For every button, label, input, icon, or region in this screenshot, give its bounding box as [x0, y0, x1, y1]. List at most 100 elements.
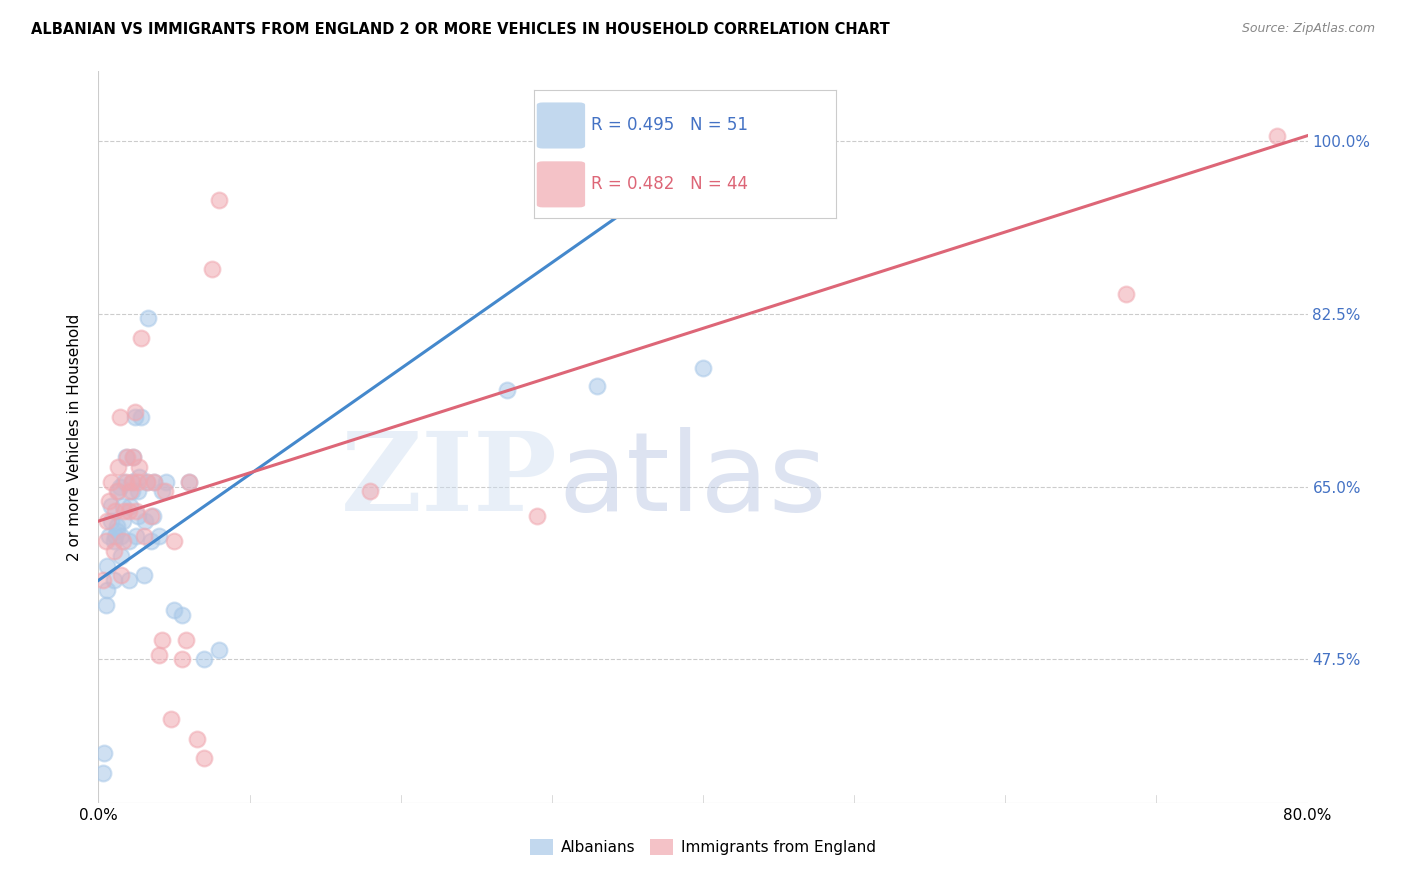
Text: Source: ZipAtlas.com: Source: ZipAtlas.com — [1241, 22, 1375, 36]
Point — [96, 514, 118, 528]
Point — [112, 504, 135, 518]
Point — [112, 475, 135, 489]
Point — [103, 533, 125, 548]
Point — [135, 475, 157, 489]
Point — [122, 450, 145, 464]
Point — [121, 475, 143, 489]
Point — [153, 484, 176, 499]
Point — [128, 469, 150, 483]
Point — [118, 574, 141, 588]
Point — [160, 712, 183, 726]
Point — [163, 603, 186, 617]
Point — [111, 533, 134, 548]
Point — [124, 405, 146, 419]
Point — [148, 648, 170, 662]
Point — [128, 459, 150, 474]
Point — [208, 193, 231, 207]
Point — [125, 504, 148, 518]
Point — [179, 475, 201, 489]
Point — [132, 529, 155, 543]
Point — [120, 500, 142, 514]
Point — [107, 484, 129, 499]
Point — [360, 484, 382, 499]
Point — [105, 524, 128, 538]
Point — [134, 514, 156, 528]
Point — [127, 484, 149, 499]
Point — [91, 574, 114, 588]
Point — [193, 751, 215, 765]
Point — [94, 598, 117, 612]
Point — [110, 549, 132, 563]
Point — [135, 475, 157, 489]
Point — [208, 642, 231, 657]
Point — [100, 475, 122, 489]
Point — [104, 529, 127, 543]
Point — [96, 583, 118, 598]
Point — [141, 509, 163, 524]
Legend: Albanians, Immigrants from England: Albanians, Immigrants from England — [524, 833, 882, 861]
Point — [111, 514, 134, 528]
Point — [121, 475, 143, 489]
Point — [125, 529, 148, 543]
Point — [100, 500, 122, 514]
Point — [110, 568, 132, 582]
Point — [114, 450, 136, 464]
Point — [114, 475, 136, 489]
Point — [186, 731, 208, 746]
Point — [1267, 128, 1289, 143]
Point — [174, 632, 197, 647]
Point — [132, 568, 155, 582]
Point — [124, 410, 146, 425]
Point — [143, 475, 166, 489]
Point — [105, 484, 128, 499]
Point — [98, 529, 121, 543]
Point — [129, 331, 152, 345]
Point — [115, 450, 138, 464]
Point — [526, 509, 548, 524]
Point — [107, 459, 129, 474]
Point — [100, 514, 122, 528]
Point — [170, 607, 193, 622]
Point — [110, 529, 132, 543]
Point — [98, 494, 121, 508]
Point — [201, 262, 224, 277]
Point — [96, 558, 118, 573]
Point — [94, 533, 117, 548]
Point — [1115, 286, 1137, 301]
Y-axis label: 2 or more Vehicles in Household: 2 or more Vehicles in Household — [67, 313, 83, 561]
Point — [692, 360, 714, 375]
Point — [127, 475, 149, 489]
Point — [170, 652, 193, 666]
Point — [105, 519, 128, 533]
Point — [495, 383, 517, 397]
Point — [118, 504, 141, 518]
Point — [129, 410, 152, 425]
Point — [91, 766, 114, 780]
Point — [143, 475, 166, 489]
Text: ALBANIAN VS IMMIGRANTS FROM ENGLAND 2 OR MORE VEHICLES IN HOUSEHOLD CORRELATION : ALBANIAN VS IMMIGRANTS FROM ENGLAND 2 OR… — [31, 22, 890, 37]
Point — [108, 410, 131, 425]
Point — [193, 652, 215, 666]
Point — [179, 475, 201, 489]
Point — [586, 378, 609, 392]
Point — [141, 533, 163, 548]
Point — [142, 509, 165, 524]
Point — [93, 747, 115, 761]
Point — [150, 484, 173, 499]
Point — [163, 533, 186, 548]
Point — [103, 543, 125, 558]
Point — [111, 500, 134, 514]
Point — [150, 632, 173, 647]
Point — [104, 504, 127, 518]
Point — [122, 450, 145, 464]
Point — [136, 311, 159, 326]
Point — [121, 484, 143, 499]
Point — [155, 475, 177, 489]
Text: atlas: atlas — [558, 427, 827, 534]
Point — [127, 509, 149, 524]
Point — [120, 484, 142, 499]
Point — [148, 529, 170, 543]
Text: ZIP: ZIP — [342, 427, 558, 534]
Point — [103, 574, 125, 588]
Point — [118, 533, 141, 548]
